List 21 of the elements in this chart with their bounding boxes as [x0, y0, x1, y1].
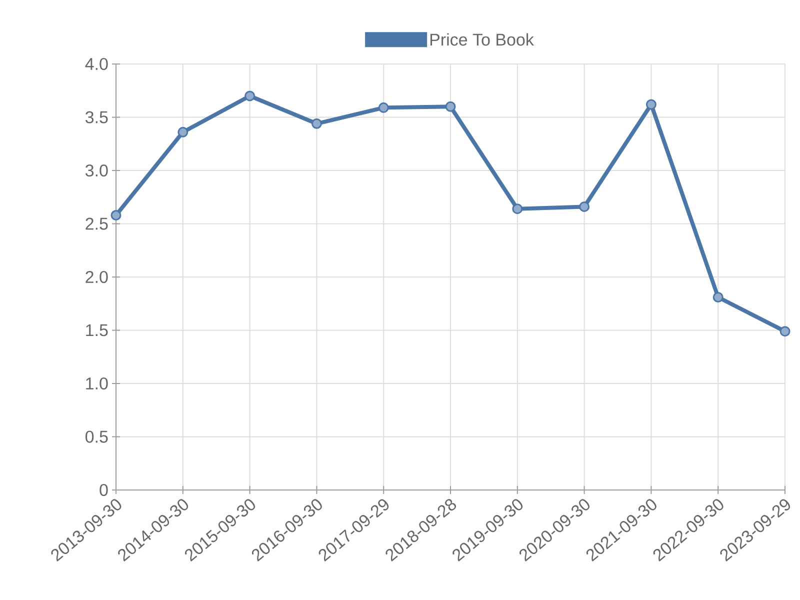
- point: [780, 326, 790, 337]
- y-tick-label: 1.0: [86, 377, 108, 390]
- point: [712, 292, 724, 302]
- point: [244, 90, 256, 102]
- y-tick-label: 2.0: [86, 270, 108, 284]
- y-tick-label: 1.5: [86, 324, 108, 336]
- y-tick-label: 0.5: [85, 430, 108, 443]
- point: [445, 101, 456, 112]
- y-tick-label: 3.0: [85, 164, 108, 177]
- y-tick-label: 2.5: [86, 218, 108, 230]
- y-tick-label: 0: [100, 484, 108, 496]
- point: [311, 118, 322, 129]
- point: [579, 201, 590, 212]
- point: [512, 204, 523, 214]
- y-tick-label: 3.5: [85, 111, 108, 124]
- legend-label: Price To Book: [430, 33, 534, 46]
- y-tick-label: 4.0: [85, 58, 108, 70]
- point: [110, 210, 122, 220]
- point: [646, 99, 656, 110]
- point: [378, 102, 389, 113]
- point: [178, 126, 188, 138]
